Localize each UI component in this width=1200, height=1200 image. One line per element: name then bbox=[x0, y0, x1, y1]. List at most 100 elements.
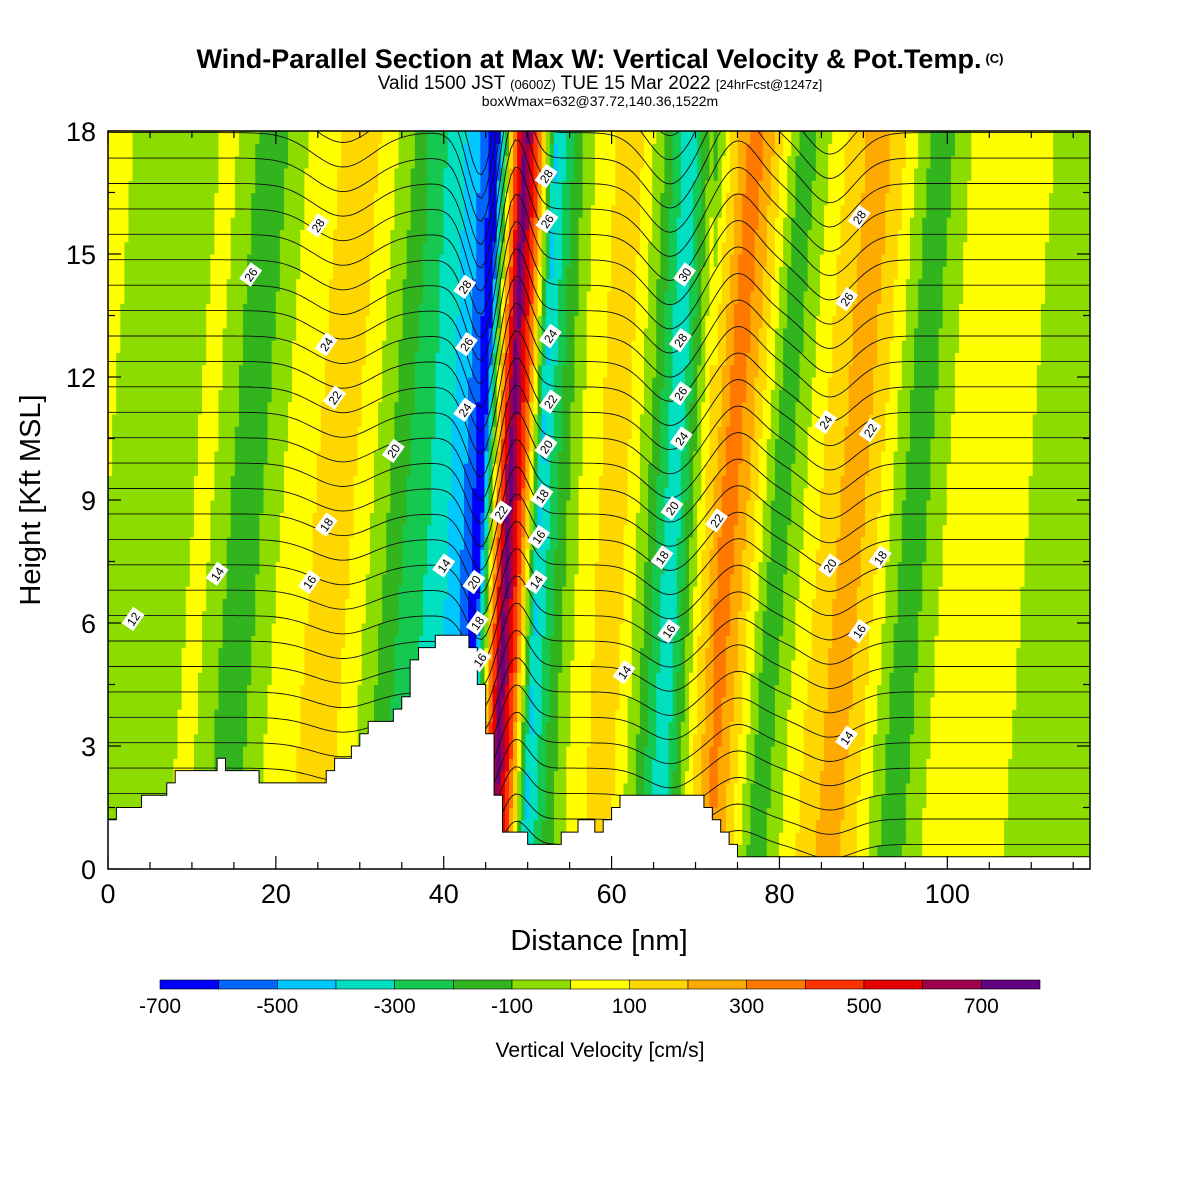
velocity-cell bbox=[537, 610, 547, 624]
velocity-cell bbox=[717, 746, 731, 759]
velocity-cell bbox=[558, 352, 567, 366]
velocity-cell bbox=[709, 143, 715, 157]
velocity-cell bbox=[202, 647, 220, 661]
velocity-cell bbox=[132, 167, 220, 181]
velocity-cell bbox=[226, 536, 260, 550]
velocity-cell bbox=[648, 733, 657, 747]
velocity-cell bbox=[108, 438, 113, 452]
velocity-cell bbox=[693, 327, 702, 341]
velocity-cell bbox=[570, 696, 592, 710]
velocity-cell bbox=[373, 204, 396, 218]
velocity-cell bbox=[496, 364, 502, 378]
velocity-cell bbox=[668, 266, 678, 280]
velocity-cell bbox=[427, 192, 445, 206]
velocity-cell bbox=[791, 487, 805, 501]
velocity-cell bbox=[570, 401, 584, 415]
velocity-cell bbox=[455, 377, 469, 390]
velocity-cell bbox=[476, 463, 486, 476]
theta-contour-line bbox=[108, 166, 1090, 315]
velocity-cell bbox=[963, 254, 1046, 267]
velocity-cell bbox=[582, 450, 604, 464]
velocity-cell bbox=[508, 155, 514, 169]
velocity-cell bbox=[373, 475, 391, 489]
velocity-cell bbox=[873, 586, 887, 599]
velocity-cell bbox=[1016, 672, 1090, 686]
velocity-cell bbox=[508, 758, 514, 772]
chart-title: Wind-Parallel Section at Max W: Vertical… bbox=[0, 44, 1200, 74]
velocity-cell bbox=[693, 610, 702, 624]
velocity-cell bbox=[750, 561, 760, 575]
velocity-cell bbox=[504, 192, 510, 206]
velocity-cell bbox=[124, 290, 211, 304]
velocity-cell bbox=[545, 573, 555, 587]
velocity-cell bbox=[472, 315, 481, 329]
velocity-cell bbox=[447, 512, 465, 526]
theta-label: 20 bbox=[462, 569, 486, 595]
velocity-cell bbox=[762, 303, 772, 317]
velocity-cell bbox=[533, 512, 539, 526]
velocity-cell bbox=[656, 278, 670, 292]
y-tick-label: 6 bbox=[81, 609, 96, 639]
velocity-cell bbox=[922, 229, 948, 243]
velocity-cell bbox=[574, 143, 584, 157]
velocity-cell bbox=[533, 598, 539, 612]
velocity-cell bbox=[930, 143, 956, 157]
velocity-cell bbox=[562, 586, 576, 599]
theta-label-bg bbox=[462, 569, 486, 595]
velocity-cell bbox=[905, 155, 919, 169]
velocity-cell bbox=[414, 364, 436, 378]
velocity-cell bbox=[885, 561, 899, 575]
velocity-cell bbox=[922, 561, 944, 575]
velocity-cell bbox=[337, 733, 359, 747]
velocity-cell bbox=[463, 536, 473, 550]
velocity-cell bbox=[652, 143, 666, 157]
velocity-cell bbox=[255, 155, 289, 169]
velocity-cell bbox=[558, 155, 567, 169]
velocity-cell bbox=[288, 143, 310, 157]
velocity-cell bbox=[570, 204, 584, 218]
velocity-cell bbox=[230, 241, 252, 255]
velocity-cell bbox=[386, 303, 404, 317]
velocity-cell bbox=[729, 167, 739, 181]
velocity-cell bbox=[697, 167, 702, 181]
velocity-cell bbox=[664, 561, 678, 575]
velocity-cell bbox=[787, 746, 805, 759]
velocity-cell bbox=[574, 131, 584, 144]
velocity-cell bbox=[504, 229, 510, 243]
velocity-cell bbox=[848, 401, 874, 415]
velocity-cell bbox=[566, 303, 580, 317]
velocity-cell bbox=[529, 450, 535, 464]
velocity-cell bbox=[521, 696, 526, 710]
velocity-cell bbox=[869, 832, 882, 845]
velocity-cell bbox=[513, 315, 518, 329]
velocity-cell bbox=[729, 131, 739, 144]
velocity-cell bbox=[590, 733, 616, 747]
velocity-cell bbox=[541, 254, 547, 267]
velocity-cell bbox=[684, 684, 690, 698]
velocity-cell bbox=[480, 536, 486, 550]
velocity-cell bbox=[108, 364, 117, 378]
velocity-cell bbox=[779, 315, 788, 329]
velocity-cell bbox=[734, 782, 743, 796]
velocity-cell bbox=[954, 364, 1038, 378]
velocity-cell bbox=[508, 290, 514, 304]
velocity-cell bbox=[128, 192, 215, 206]
velocity-cell bbox=[513, 746, 518, 759]
velocity-cell bbox=[664, 143, 674, 157]
velocity-cell bbox=[701, 413, 711, 427]
velocity-cell bbox=[803, 721, 825, 735]
velocity-cell bbox=[513, 561, 518, 575]
velocity-cell bbox=[541, 672, 551, 686]
velocity-cell bbox=[193, 524, 211, 538]
velocity-cell bbox=[304, 659, 342, 673]
velocity-cell bbox=[635, 586, 645, 599]
velocity-cell bbox=[774, 438, 796, 452]
velocity-cell bbox=[504, 770, 510, 784]
velocity-cell bbox=[488, 463, 494, 476]
velocity-cell bbox=[774, 143, 784, 157]
velocity-cell bbox=[492, 561, 498, 575]
velocity-cell bbox=[664, 536, 678, 550]
velocity-cell bbox=[774, 487, 792, 501]
velocity-cell bbox=[513, 204, 518, 218]
velocity-cell bbox=[705, 315, 719, 329]
